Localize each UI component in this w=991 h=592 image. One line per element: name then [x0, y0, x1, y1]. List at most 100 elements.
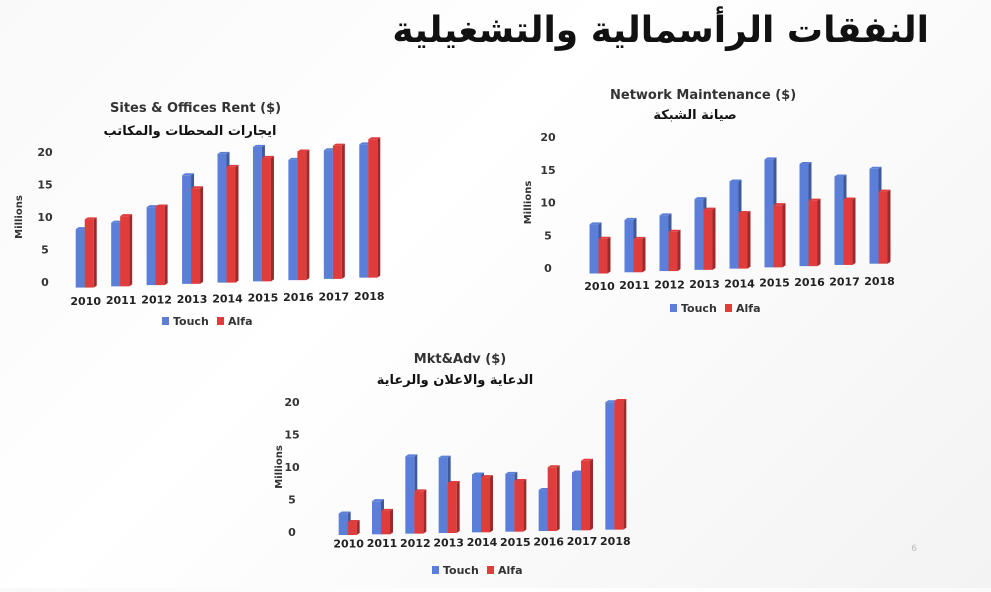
legend-swatch-touch: [670, 304, 677, 312]
bar-touch-2011: [111, 222, 121, 287]
bar-alfa-2018: [614, 400, 624, 530]
bar-touch-2013: [182, 175, 192, 284]
bar-alfa-2017: [581, 460, 590, 531]
chart-title: Network Maintenance ($): [610, 88, 797, 103]
bar-alfa-2010: [598, 238, 608, 274]
x-tick-label: 2017: [319, 290, 350, 303]
y-tick-label: 10: [284, 461, 300, 474]
bar-top-touch: [764, 157, 777, 160]
bar-top-touch: [538, 488, 551, 491]
bar-top-alfa: [808, 198, 821, 201]
bar-top-alfa: [547, 465, 560, 468]
bar-alfa-2014: [738, 212, 748, 269]
bar-touch-2016: [799, 163, 809, 267]
bar-touch-2013: [438, 457, 448, 533]
bar-touch-2017: [572, 472, 581, 531]
bar-top-touch: [438, 455, 451, 458]
x-tick-label: 2015: [759, 277, 790, 290]
bar-side-alfa: [270, 155, 274, 282]
x-tick-label: 2012: [400, 537, 431, 550]
bar-side-alfa: [782, 203, 786, 268]
bar-touch-2018: [359, 144, 369, 278]
y-axis-label: Millions: [274, 445, 285, 489]
bar-touch-2012: [405, 456, 415, 534]
y-tick-label: 5: [288, 494, 296, 507]
bar-touch-2011: [624, 219, 634, 273]
y-tick-label: 10: [37, 211, 53, 224]
bar-side-alfa: [235, 164, 239, 283]
bar-top-alfa: [581, 458, 593, 461]
bar-top-alfa: [347, 520, 360, 522]
y-tick-label: 0: [288, 526, 296, 539]
bar-top-touch: [799, 161, 812, 164]
bar-top-touch: [252, 144, 265, 147]
bar-alfa-2016: [808, 200, 818, 267]
bar-alfa-2016: [547, 467, 557, 531]
x-tick-label: 2013: [177, 293, 208, 306]
bar-touch-2017: [323, 150, 333, 279]
bar-touch-2015: [252, 146, 262, 282]
bar-top-alfa: [414, 489, 427, 492]
slide-title: النفقات الرأسمالية والتشغيلية: [392, 10, 929, 51]
bar-side-alfa: [817, 198, 821, 267]
bar-side-alfa: [712, 207, 716, 270]
x-tick-label: 2016: [283, 291, 314, 304]
legend-label-touch: Touch: [173, 315, 209, 328]
bar-top-touch: [589, 222, 602, 225]
y-tick-label: 20: [284, 396, 300, 409]
legend-label-alfa: Alfa: [228, 315, 253, 328]
bar-touch-2010: [75, 229, 85, 288]
x-tick-label: 2012: [654, 279, 685, 292]
bar-top-touch: [505, 471, 518, 474]
chart-sites-offices-rent: Sites & Offices Rent ($) ايجارات المحطات…: [0, 92, 400, 342]
bar-side-alfa: [390, 508, 393, 535]
x-tick-label: 2016: [533, 536, 564, 549]
bar-touch-2014: [217, 153, 227, 283]
bar-top-alfa: [447, 480, 460, 483]
bar-side-alfa: [523, 478, 527, 532]
bar-alfa-2015: [261, 157, 271, 282]
bar-touch-2010: [338, 513, 348, 535]
bar-top-alfa: [738, 210, 751, 213]
y-tick-label: 0: [41, 276, 49, 289]
bar-touch-2010: [589, 224, 599, 274]
bar-top-alfa: [514, 478, 527, 481]
chart-title: Sites & Offices Rent ($): [110, 101, 282, 116]
bar-touch-2011: [372, 501, 381, 535]
bar-top-touch: [659, 213, 672, 216]
x-tick-label: 2011: [106, 294, 137, 307]
legend-swatch-alfa: [487, 566, 494, 574]
bar-top-alfa: [297, 149, 310, 152]
x-tick-label: 2014: [467, 536, 498, 549]
bar-side-alfa: [306, 149, 310, 281]
y-axis-label: Millions: [523, 181, 534, 225]
bar-side-alfa: [556, 465, 560, 531]
bar-top-touch: [624, 217, 637, 220]
bar-touch-2016: [538, 490, 548, 531]
bar-top-alfa: [226, 164, 239, 167]
bar-top-touch: [869, 166, 882, 169]
y-tick-label: 0: [544, 262, 552, 275]
bar-top-alfa: [368, 137, 381, 140]
bar-top-touch: [217, 151, 230, 154]
chart-subtitle: صيانة الشبكة: [653, 108, 737, 123]
x-tick-label: 2013: [433, 537, 464, 550]
bar-side-alfa: [341, 143, 345, 279]
legend-swatch-touch: [162, 317, 169, 325]
x-tick-label: 2018: [354, 290, 385, 303]
bar-side-alfa: [607, 236, 611, 274]
bar-top-alfa: [633, 236, 646, 239]
bar-top-alfa: [703, 207, 716, 210]
bar-top-alfa: [381, 508, 393, 511]
y-tick-label: 20: [540, 131, 556, 144]
bar-side-alfa: [642, 236, 646, 273]
x-tick-label: 2018: [600, 535, 631, 548]
bar-alfa-2010: [347, 522, 357, 535]
page-number: 6: [911, 544, 917, 554]
bar-touch-2012: [659, 215, 669, 272]
y-tick-label: 5: [544, 229, 552, 242]
bar-alfa-2012: [155, 206, 165, 286]
bar-top-touch: [338, 511, 351, 514]
